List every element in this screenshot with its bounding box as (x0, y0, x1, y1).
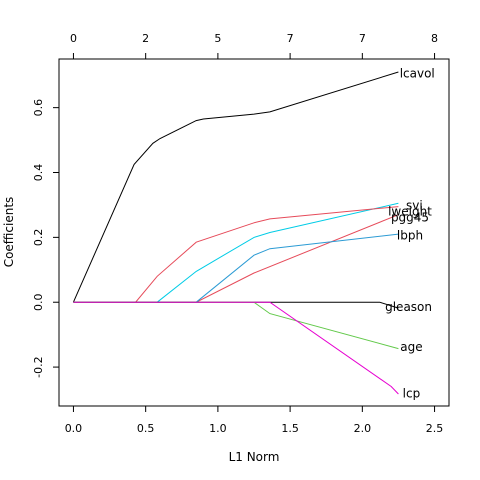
y-tick-label: 0.6 (32, 99, 45, 117)
y-tick-label: 0.0 (32, 293, 45, 311)
series-label-lbph: lbph (397, 229, 423, 243)
series-line-pgg45 (73, 214, 399, 303)
x-tick-label: 1.0 (209, 422, 227, 435)
y-tick-label: 0.4 (32, 164, 45, 182)
series-label-svi: svi (406, 199, 423, 213)
x-tick-label: 0.5 (137, 422, 155, 435)
y-axis: -0.2 0.0 0.2 0.4 0.6 (32, 99, 60, 378)
series-label-lweight: lweight (388, 204, 432, 218)
series-line-gleason (73, 301, 399, 309)
top-axis: 0 2 5 7 7 8 (70, 32, 438, 60)
series-line-lbph (73, 233, 399, 303)
series-line-lweight (73, 206, 399, 303)
series-line-svi (73, 202, 399, 303)
top-tick-label: 0 (70, 32, 77, 45)
x-tick-label: 1.5 (281, 422, 299, 435)
y-tick-label: 0.2 (32, 229, 45, 247)
x-axis-title: L1 Norm (229, 450, 280, 464)
x-tick-label: 2.0 (354, 422, 372, 435)
top-tick-label: 2 (142, 32, 149, 45)
x-tick-label: 2.5 (426, 422, 444, 435)
plot-frame (58, 58, 450, 407)
series-line-lcp (73, 301, 399, 395)
top-tick-label: 7 (287, 32, 294, 45)
y-axis-title: Coefficients (2, 197, 16, 268)
top-tick-label: 7 (359, 32, 366, 45)
top-tick-label: 8 (431, 32, 438, 45)
x-axis: 0.0 0.5 1.0 1.5 2.0 2.5 (65, 405, 444, 435)
y-tick-label: -0.2 (32, 356, 45, 377)
series-layer (72, 71, 399, 395)
series-line-age (73, 301, 399, 350)
series-label-lcavol: lcavol (400, 67, 435, 81)
series-label-age: age (400, 340, 422, 354)
series-line-lcavol (72, 71, 399, 303)
x-tick-label: 0.0 (65, 422, 83, 435)
top-tick-label: 5 (214, 32, 221, 45)
series-label-gleason: gleason (385, 300, 432, 314)
series-label-lcp: lcp (403, 386, 421, 400)
series-label-pgg45: pgg45 (391, 210, 429, 224)
